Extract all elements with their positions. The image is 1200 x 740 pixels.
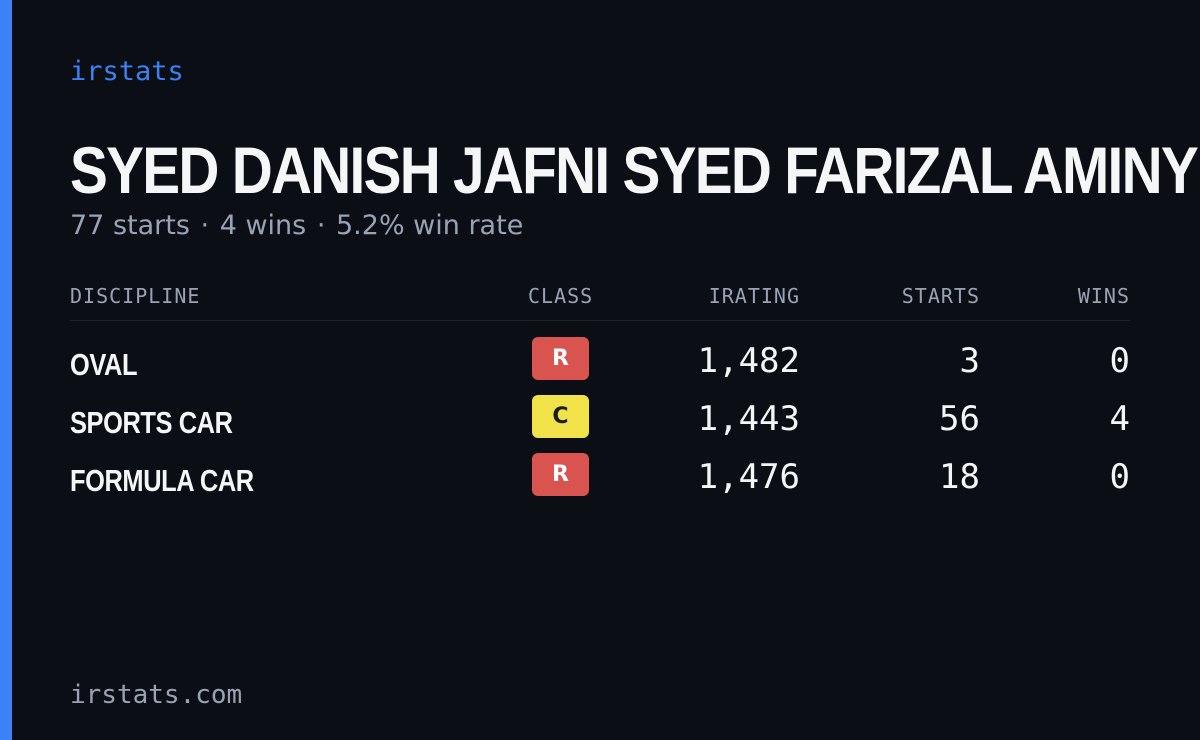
irating-value: 1,476 [697, 457, 800, 497]
license-class-badge: R [532, 453, 589, 496]
driver-name: SYED DANISH JAFNI SYED FARIZAL AMINY [70, 133, 1199, 207]
wins-value: 0 [1109, 341, 1130, 381]
header-class: CLASS [528, 284, 594, 308]
table-row: FORMULA CAR R 1,476 18 0 [70, 453, 1130, 511]
wins-value: 4 [1109, 399, 1130, 439]
discipline-name: FORMULA CAR [70, 463, 254, 498]
discipline-name: SPORTS CAR [70, 405, 233, 440]
discipline-name: OVAL [70, 347, 138, 382]
table-row: SPORTS CAR C 1,443 56 4 [70, 395, 1130, 453]
discipline-table: DISCIPLINE CLASS IRATING STARTS WINS OVA… [70, 284, 1130, 498]
footer-url: irstats.com [70, 680, 243, 710]
license-class-badge: C [532, 395, 589, 438]
header-irating: IRATING [708, 284, 800, 308]
starts-summary: 77 starts [70, 210, 190, 241]
wins-value: 0 [1109, 457, 1130, 497]
summary-separator: · [200, 210, 210, 241]
table-body: OVAL R 1,482 3 0 SPORTS CAR C 1,443 56 4… [70, 337, 1130, 511]
table-row: OVAL R 1,482 3 0 [70, 337, 1130, 395]
header-discipline: DISCIPLINE [70, 284, 201, 308]
brand-label: irstats [70, 56, 184, 87]
summary-separator: · [316, 210, 326, 241]
accent-bar [0, 0, 12, 740]
header-starts: STARTS [901, 284, 980, 308]
starts-value: 56 [939, 399, 980, 439]
license-class-badge: R [532, 337, 589, 380]
driver-summary: 77 starts · 4 wins · 5.2% win rate [70, 210, 523, 241]
wins-summary: 4 wins [219, 210, 307, 241]
starts-value: 3 [959, 341, 980, 381]
table-header: DISCIPLINE CLASS IRATING STARTS WINS [70, 284, 1130, 321]
irating-value: 1,482 [697, 341, 800, 381]
win-rate-summary: 5.2% win rate [336, 210, 524, 241]
starts-value: 18 [939, 457, 980, 497]
irating-value: 1,443 [697, 399, 800, 439]
header-wins: WINS [1077, 284, 1130, 308]
